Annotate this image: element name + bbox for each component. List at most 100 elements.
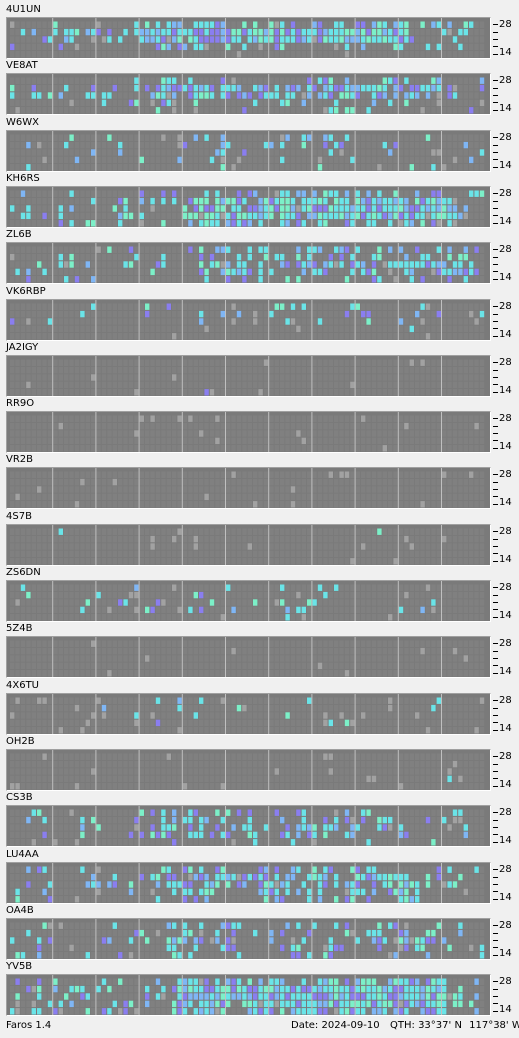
grid-cell [182, 558, 188, 565]
grid-cell [258, 543, 263, 550]
grid-cell [188, 212, 193, 220]
grid-cell [463, 92, 468, 99]
station-grid-zs6dn[interactable] [6, 580, 491, 622]
grid-cell [350, 437, 355, 445]
grid-cell [404, 156, 409, 164]
grid-cell [463, 164, 468, 171]
grid-cell [463, 141, 468, 149]
grid-cell [285, 156, 290, 164]
grid-cell [258, 268, 263, 276]
grid-cell [188, 156, 193, 164]
grid-cell [409, 84, 414, 92]
grid-cell [263, 190, 269, 197]
grid-cell [231, 253, 236, 261]
grid-cell [64, 437, 69, 445]
grid-cell [382, 486, 387, 493]
grid-cell [436, 92, 441, 99]
grid-cell [350, 471, 355, 478]
station-grid-rr9o[interactable] [6, 411, 491, 453]
grid-cell [431, 493, 436, 501]
grid-cell [425, 528, 431, 535]
grid-cell [134, 220, 139, 227]
grid-cell [458, 43, 463, 51]
grid-cell [452, 253, 458, 261]
grid-cell [425, 606, 431, 614]
grid-cell [290, 43, 296, 51]
grid-cell [404, 535, 409, 543]
grid-cell [269, 333, 274, 340]
station-grid-ja2igy[interactable] [6, 355, 491, 397]
grid-cell [64, 478, 69, 486]
grid-cell [10, 333, 15, 340]
grid-cell [58, 591, 63, 599]
grid-cell [188, 51, 193, 58]
grid-cell [323, 584, 328, 591]
grid-cell [323, 205, 328, 212]
grid-cell [366, 51, 371, 58]
grid-cell [436, 366, 441, 374]
grid-cell [431, 21, 436, 28]
grid-cell [134, 325, 139, 333]
grid-cell [150, 149, 155, 156]
grid-cell [112, 197, 117, 205]
grid-cell [247, 445, 252, 452]
station-grid-w6wx[interactable] [6, 130, 491, 172]
grid-cell [409, 51, 414, 58]
grid-cell [37, 333, 42, 340]
grid-cell [177, 415, 182, 422]
grid-cell [107, 478, 112, 486]
station-grid-vr2b[interactable] [6, 467, 491, 509]
grid-cell [317, 197, 323, 205]
grid-cell [64, 535, 69, 543]
grid-separator [311, 356, 313, 396]
grid-cell [220, 261, 225, 268]
grid-cell [269, 156, 274, 164]
grid-cell [145, 84, 150, 92]
grid-cell [344, 471, 350, 478]
grid-cell [209, 381, 215, 389]
station-grid-kh6rs[interactable] [6, 186, 491, 228]
grid-cell [101, 606, 107, 614]
grid-cell [296, 359, 301, 366]
grid-cell [361, 28, 366, 36]
grid-cell [215, 558, 220, 565]
grid-cell [242, 558, 247, 565]
grid-cell [388, 558, 393, 565]
grid-cell [15, 21, 20, 28]
grid-cell [74, 84, 80, 92]
grid-cell [431, 535, 436, 543]
grid-cell [317, 493, 323, 501]
grid-cell [431, 268, 436, 276]
grid-cell [20, 28, 26, 36]
grid-cell [344, 422, 350, 430]
grid-cell [155, 205, 161, 212]
grid-cell [123, 591, 128, 599]
grid-cell [31, 528, 36, 535]
grid-cell [107, 415, 112, 422]
station-grid-4u1un[interactable] [6, 17, 491, 59]
grid-cell [209, 422, 215, 430]
grid-cell [452, 318, 458, 325]
station-grid-zl6b[interactable] [6, 242, 491, 284]
station-grid-vk6rbp[interactable] [6, 299, 491, 341]
grid-cell [431, 415, 436, 422]
grid-cell [301, 430, 306, 437]
grid-cell [188, 501, 193, 508]
grid-cell [20, 276, 26, 283]
station-grid-4s7b[interactable] [6, 524, 491, 566]
grid-cell [366, 107, 371, 114]
grid-cell [366, 220, 371, 227]
grid-cell [204, 310, 209, 318]
grid-cell [344, 51, 350, 58]
grid-cell [123, 318, 128, 325]
grid-cell [96, 261, 101, 268]
grid-cell [69, 220, 74, 227]
grid-cell [361, 141, 366, 149]
grid-cell [15, 325, 20, 333]
grid-cell [209, 486, 215, 493]
grid-cell [452, 28, 458, 36]
grid-cell [404, 21, 409, 28]
station-grid-ve8at[interactable] [6, 73, 491, 115]
grid-cell [247, 599, 252, 606]
grid-cell [420, 28, 425, 36]
